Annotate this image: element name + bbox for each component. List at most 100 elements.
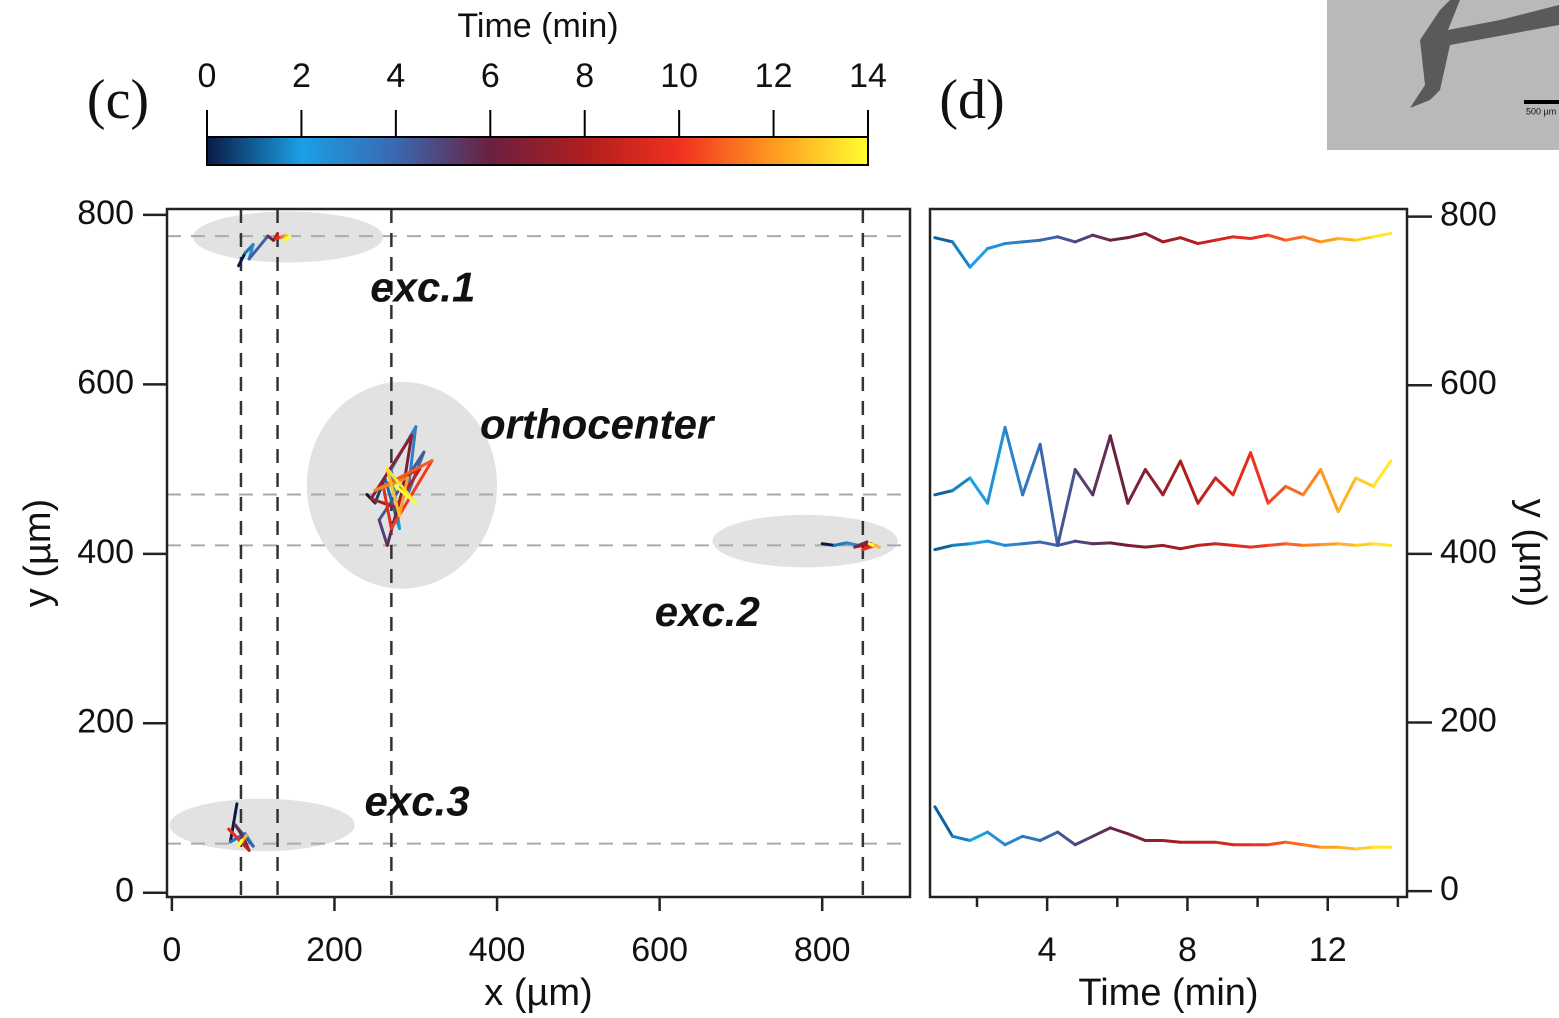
trace-segment <box>1038 540 1060 547</box>
trace-segment <box>1126 832 1147 843</box>
trace-segment <box>1336 845 1358 851</box>
trace-segment <box>1284 484 1305 497</box>
x-tick-label: 12 <box>1309 931 1347 969</box>
y-tick-label: 200 <box>77 702 134 740</box>
trace-segment <box>968 830 990 843</box>
trace-segment <box>1231 235 1253 241</box>
x-axis-label: x (µm) <box>484 972 592 1014</box>
trace-segment <box>1073 233 1095 244</box>
trace-segment <box>1213 840 1235 847</box>
trace-segment <box>1021 834 1042 843</box>
colorbar-tick-label: 2 <box>292 57 311 95</box>
trace-segment <box>237 251 247 268</box>
trace-segment <box>369 497 397 509</box>
trace-segment <box>1249 451 1270 505</box>
colorbar-tick-label: 14 <box>849 57 887 95</box>
trace-segment <box>1143 543 1165 549</box>
y-tick-label: 200 <box>1440 701 1497 739</box>
trace-segment <box>832 541 849 547</box>
trace-segment <box>282 234 292 242</box>
colorbar-tick-label: 12 <box>755 57 793 95</box>
trace-segment <box>933 543 954 552</box>
trace-segment <box>1108 541 1130 547</box>
trace-segment <box>1266 484 1288 505</box>
trace-segment <box>1073 539 1095 546</box>
trace-segment <box>1213 235 1235 242</box>
trace-segment <box>1196 476 1217 505</box>
trace-segment <box>1301 235 1323 244</box>
trace-segment <box>227 827 243 844</box>
trace-segment <box>1284 235 1305 242</box>
trace-segment <box>1178 459 1200 505</box>
trace-segment <box>933 805 954 838</box>
trace-segment <box>1336 237 1358 242</box>
trace-segment <box>1266 233 1288 242</box>
colorbar-tick-label: 6 <box>481 57 500 95</box>
trace-segment <box>1108 434 1130 505</box>
trace-segment <box>1021 540 1042 546</box>
trace-segment <box>1038 235 1060 242</box>
trace-segment <box>1143 468 1165 497</box>
trace-segment <box>1319 468 1340 514</box>
trace-segment <box>933 489 954 497</box>
trace-segment <box>950 542 972 547</box>
y-tick-label: 400 <box>1440 533 1497 571</box>
y-tick-label: 600 <box>77 363 134 401</box>
trace-segment <box>1249 233 1270 241</box>
trace-segment <box>1161 839 1182 844</box>
trace-segment <box>1301 543 1323 547</box>
trace-segment <box>1003 240 1025 246</box>
trace-segment <box>986 425 1007 505</box>
trace-segment <box>1161 459 1182 497</box>
trace-segment <box>389 459 434 530</box>
trace-segment <box>1161 543 1182 551</box>
scale-bar <box>1524 100 1559 104</box>
trace-segment <box>1231 451 1253 497</box>
trace-segment <box>1284 542 1305 547</box>
region <box>712 514 898 568</box>
trace-segment <box>1284 840 1305 847</box>
trace-segment <box>1003 834 1025 847</box>
trace-segment <box>1143 231 1165 244</box>
colorbar <box>206 136 869 166</box>
inset-image: 500 µm <box>1327 0 1559 150</box>
trace-segment <box>1196 238 1217 246</box>
annotation: orthocenter <box>480 401 716 448</box>
trace-segment <box>986 539 1007 547</box>
trace-segment <box>377 518 389 547</box>
trace-segment <box>393 484 418 505</box>
trace-segment <box>1003 542 1025 547</box>
y-tick-label: 800 <box>1440 196 1497 234</box>
trace-segment <box>1056 830 1077 847</box>
trace-segment <box>1073 468 1095 497</box>
trace-segment <box>1266 542 1288 547</box>
y-axis-label: y (µm) <box>17 499 59 607</box>
y-tick-label: 0 <box>1440 870 1459 908</box>
trace-segment <box>397 476 410 518</box>
trace-segment <box>1108 236 1130 242</box>
trace-segment <box>228 802 239 844</box>
region <box>169 798 355 852</box>
trace-segment <box>1021 442 1042 497</box>
inset-shape <box>1410 0 1559 108</box>
x-tick-label: 4 <box>1038 931 1057 969</box>
trace-segment <box>247 234 270 261</box>
x-tick-label: 8 <box>1178 931 1197 969</box>
trace-segment <box>1161 236 1182 244</box>
y-tick-label: 600 <box>1440 364 1497 402</box>
x-tick-label: 800 <box>794 931 851 969</box>
trace-segment <box>1231 543 1253 549</box>
trace-segment <box>1196 542 1217 547</box>
x-tick-label: 400 <box>469 931 526 969</box>
trace-segment <box>1021 238 1042 244</box>
trace-segment <box>1371 231 1393 239</box>
trace-segment <box>820 542 836 547</box>
trace-segment <box>968 476 990 505</box>
trace-segment <box>1073 834 1095 847</box>
trace-segment <box>385 484 406 547</box>
trace-segment <box>1038 830 1060 843</box>
trace-segment <box>1178 236 1200 246</box>
y-tick-label: 400 <box>77 533 134 571</box>
colorbar-tick-label: 8 <box>575 57 594 95</box>
scale-label: 500 µm <box>1526 106 1556 116</box>
